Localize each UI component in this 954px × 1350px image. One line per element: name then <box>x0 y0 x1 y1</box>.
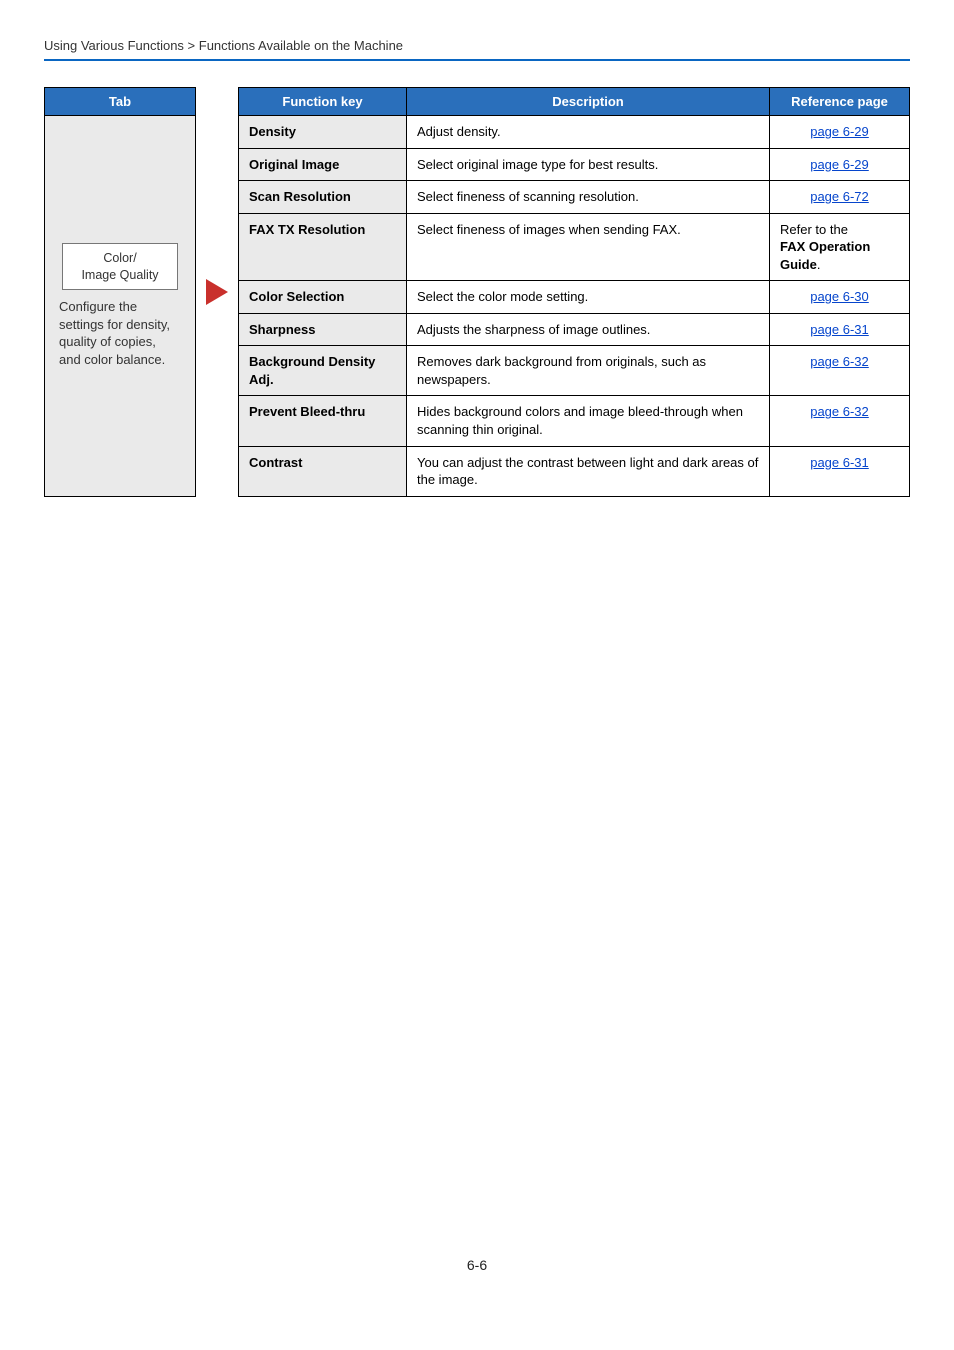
cell-desc: Select fineness of scanning resolution. <box>407 181 770 214</box>
cell-key: FAX TX Resolution <box>239 213 407 281</box>
cell-desc: Select the color mode setting. <box>407 281 770 314</box>
cell-desc: Adjust density. <box>407 116 770 149</box>
table-row: Scan Resolution Select fineness of scann… <box>239 181 910 214</box>
page-link[interactable]: page 6-30 <box>810 289 869 304</box>
page-link[interactable]: page 6-32 <box>810 404 869 419</box>
th-function-key: Function key <box>239 88 407 116</box>
cell-ref: Refer to the FAX Operation Guide. <box>770 213 910 281</box>
arrow-column <box>196 87 238 497</box>
tab-header: Tab <box>44 87 196 116</box>
header-rule <box>44 59 910 61</box>
table-row: Contrast You can adjust the contrast bet… <box>239 446 910 496</box>
cell-key: Scan Resolution <box>239 181 407 214</box>
page-link[interactable]: page 6-31 <box>810 455 869 470</box>
cell-key: Original Image <box>239 148 407 181</box>
page-link[interactable]: page 6-29 <box>810 124 869 139</box>
function-table: Function key Description Reference page … <box>238 87 910 497</box>
cell-ref: page 6-32 <box>770 346 910 396</box>
cell-key: Sharpness <box>239 313 407 346</box>
tab-chip-line2: Image Quality <box>81 268 158 282</box>
tab-column: Tab Color/ Image Quality Configure the s… <box>44 87 196 497</box>
ref-text-line3: . <box>817 257 821 272</box>
function-table-container: Function key Description Reference page … <box>238 87 910 497</box>
tab-chip: Color/ Image Quality <box>62 243 178 290</box>
cell-ref: page 6-30 <box>770 281 910 314</box>
cell-key: Contrast <box>239 446 407 496</box>
tab-description: Configure the settings for density, qual… <box>55 298 185 368</box>
cell-desc: Select original image type for best resu… <box>407 148 770 181</box>
ref-text-line2: FAX Operation Guide <box>780 239 870 272</box>
cell-key: Color Selection <box>239 281 407 314</box>
cell-ref: page 6-29 <box>770 116 910 149</box>
cell-ref: page 6-31 <box>770 446 910 496</box>
table-row: Color Selection Select the color mode se… <box>239 281 910 314</box>
table-row: Background Density Adj. Removes dark bac… <box>239 346 910 396</box>
th-description: Description <box>407 88 770 116</box>
page-link[interactable]: page 6-29 <box>810 157 869 172</box>
page-link[interactable]: page 6-72 <box>810 189 869 204</box>
cell-desc: Select fineness of images when sending F… <box>407 213 770 281</box>
arrow-right-icon <box>204 277 230 307</box>
page-number: 6-6 <box>44 1257 910 1273</box>
breadcrumb: Using Various Functions > Functions Avai… <box>44 38 910 59</box>
cell-ref: page 6-72 <box>770 181 910 214</box>
cell-desc: Adjusts the sharpness of image outlines. <box>407 313 770 346</box>
page-link[interactable]: page 6-32 <box>810 354 869 369</box>
cell-ref: page 6-31 <box>770 313 910 346</box>
table-row: FAX TX Resolution Select fineness of ima… <box>239 213 910 281</box>
cell-key: Density <box>239 116 407 149</box>
cell-desc: Removes dark background from originals, … <box>407 346 770 396</box>
cell-desc: You can adjust the contrast between ligh… <box>407 446 770 496</box>
cell-ref: page 6-32 <box>770 396 910 446</box>
ref-text-line1: Refer to the <box>780 222 848 237</box>
tab-body: Color/ Image Quality Configure the setti… <box>44 116 196 497</box>
table-row: Sharpness Adjusts the sharpness of image… <box>239 313 910 346</box>
page-link[interactable]: page 6-31 <box>810 322 869 337</box>
tab-chip-line1: Color/ <box>103 251 136 265</box>
table-row: Original Image Select original image typ… <box>239 148 910 181</box>
cell-desc: Hides background colors and image bleed-… <box>407 396 770 446</box>
th-reference: Reference page <box>770 88 910 116</box>
cell-key: Background Density Adj. <box>239 346 407 396</box>
cell-ref: page 6-29 <box>770 148 910 181</box>
table-row: Density Adjust density. page 6-29 <box>239 116 910 149</box>
cell-key: Prevent Bleed-thru <box>239 396 407 446</box>
table-row: Prevent Bleed-thru Hides background colo… <box>239 396 910 446</box>
